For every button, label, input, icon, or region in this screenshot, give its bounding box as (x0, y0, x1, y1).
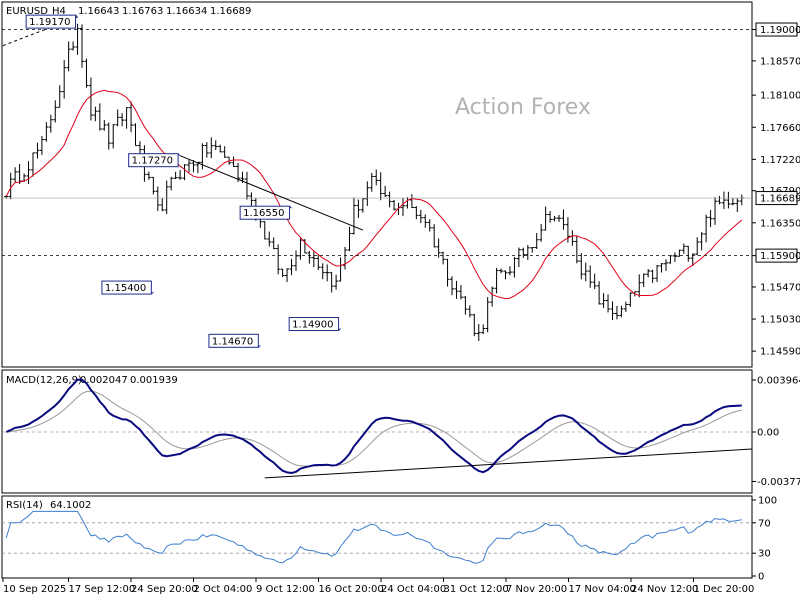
pivot-label-box-1 (128, 153, 179, 168)
macd-value: 0.002047 (80, 375, 128, 386)
pivot-label-box-4 (239, 205, 291, 220)
x-tick-label-4: 9 Oct 12:00 (256, 584, 315, 595)
rsi-label: RSI(14) (6, 500, 43, 511)
pivot-label-4: 1.16550 (243, 208, 284, 219)
rsi-tick-label-0: 100 (758, 496, 777, 507)
timeframe-label: H4 (52, 6, 66, 17)
ohlc-open: 1.16643 (78, 6, 119, 17)
pivot-label-5: 1.14900 (292, 320, 333, 331)
rsi-line (5, 510, 742, 564)
price-tag-label-1: 1.15900 (760, 251, 800, 262)
pivot-leader-5 (338, 328, 341, 331)
x-tick-label-3: 2 Oct 04:00 (194, 584, 253, 595)
macd-trendline (264, 448, 753, 479)
rsi-panel-frame (1, 495, 753, 579)
macd-line (5, 378, 742, 475)
macd-signal-line (6, 390, 742, 467)
price-panel-frame (1, 1, 753, 368)
x-tick-label-0: 10 Sep 2025 (3, 584, 66, 595)
price-tick-label-1: 1.18570 (760, 56, 800, 67)
x-tick-label-9: 17 Nov 04:00 (569, 584, 636, 595)
watermark: Action Forex (455, 95, 591, 120)
ohlc-low: 1.16634 (166, 6, 207, 17)
moving-average-line (5, 89, 743, 300)
price-tag-label-2: 1.16689 (760, 194, 800, 205)
macd-tick-label-0: 0.003964 (757, 376, 800, 387)
pivot-leader-3 (257, 344, 261, 348)
rsi-tick-label-2: 30 (758, 549, 771, 560)
pivot-label-box-2 (101, 280, 152, 295)
price-tick-label-2: 1.18100 (760, 91, 800, 102)
x-tick-label-2: 24 Sep 20:00 (131, 584, 198, 595)
pivot-label-1: 1.17270 (132, 156, 173, 167)
rsi-value: 64.1002 (50, 500, 91, 511)
x-tick-label-8: 7 Nov 20:00 (506, 584, 567, 595)
macd-tick-label-2: -0.003774 (757, 477, 800, 488)
pivot-label-box-0 (25, 14, 77, 29)
price-tick-label-9: 1.15030 (760, 315, 800, 326)
pivot-label-0: 1.19170 (29, 17, 70, 28)
price-tag-label-0: 1.19000 (760, 25, 800, 36)
pivot-leader-4 (289, 205, 292, 209)
x-tick-label-5: 16 Oct 20:00 (319, 584, 384, 595)
price-tick-label-8: 1.15470 (760, 282, 800, 293)
x-tick-label-11: 1 Dec 20:00 (694, 584, 755, 595)
trendline-1 (0, 16, 78, 48)
pivot-leader-0 (75, 14, 78, 18)
price-tag-box-2 (755, 191, 798, 206)
ohlc-close: 1.16689 (210, 6, 251, 17)
price-tag-box-0 (755, 22, 798, 37)
x-tick-label-10: 24 Nov 12:00 (631, 584, 698, 595)
symbol-label: EURUSD (6, 6, 48, 17)
x-tick-label-1: 17 Sep 12:00 (69, 584, 136, 595)
pivot-label-2: 1.15400 (105, 283, 146, 294)
macd-signal-value: 0.001939 (130, 375, 178, 386)
price-tick-label-3: 1.17660 (760, 123, 800, 134)
pivot-label-3: 1.14670 (212, 336, 253, 347)
pivot-label-box-3 (208, 333, 259, 348)
x-tick-label-7: 31 Oct 12:00 (444, 584, 509, 595)
price-tag-box-1 (755, 248, 798, 263)
pivot-label-box-5 (288, 317, 340, 332)
x-tick-label-6: 24 Oct 04:00 (381, 584, 446, 595)
pivot-leader-2 (150, 291, 154, 295)
macd-tick-label-1: 0.00 (757, 428, 779, 439)
rsi-tick-label-1: 70 (758, 518, 771, 529)
pivot-leader-1 (177, 153, 181, 157)
macd-label: MACD(12,26,9) (6, 375, 82, 386)
price-tick-label-4: 1.17220 (760, 155, 800, 166)
price-tick-label-10: 1.14590 (760, 347, 800, 358)
trendline-0 (179, 155, 364, 231)
price-tick-label-6: 1.16350 (760, 218, 800, 229)
rsi-tick-label-3: 0 (758, 572, 764, 583)
ohlc-high: 1.16763 (122, 6, 163, 17)
